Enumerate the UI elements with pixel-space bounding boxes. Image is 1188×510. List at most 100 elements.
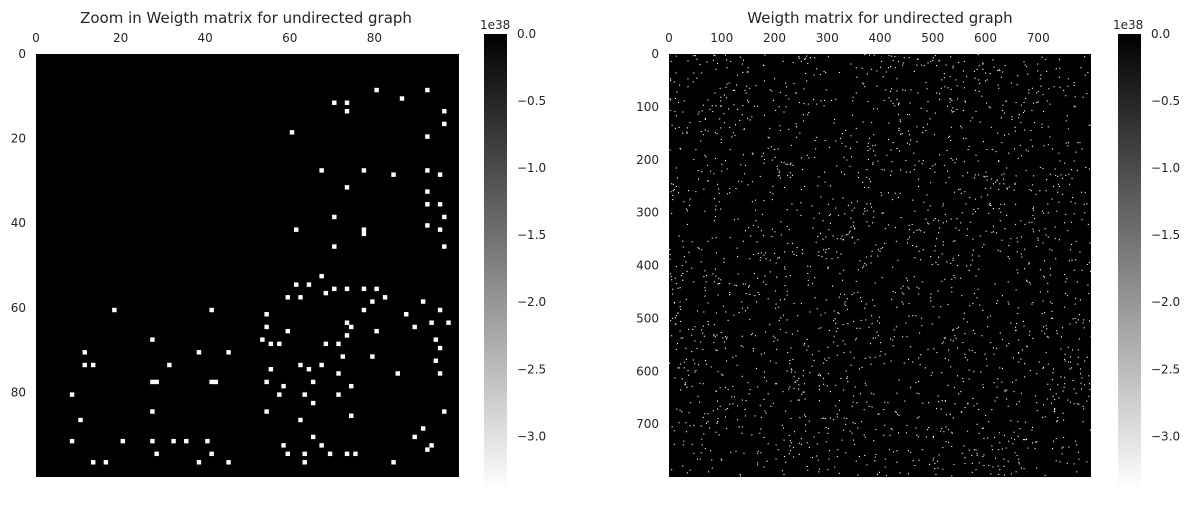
full-heatmap-cell [789,386,791,388]
full-heatmap-cell [974,174,977,176]
full-heatmap-cell [961,452,963,454]
full-heatmap-cell [823,417,825,419]
full-heatmap-cell [984,353,986,355]
full-heatmap-cell [829,391,831,393]
full-heatmap-cell [893,329,895,331]
zoom-colorbar: 1e38 0.0−0.5−1.0−1.5−2.0−2.5−3.0 [480,18,546,490]
zoom-heatmap-cell [353,451,358,457]
full-heatmap-cell [763,114,766,116]
full-heatmap-cell [1085,166,1087,168]
zoom-heatmap-cell [433,337,439,342]
full-heatmap-cell [750,235,752,237]
full-heatmap-cell [775,109,777,112]
full-heatmap-cell [1039,78,1041,80]
full-heatmap-cell [977,208,979,210]
full-heatmap-cell [894,56,896,58]
full-heatmap-cell [682,272,684,275]
full-heatmap-cell [907,450,910,452]
full-heatmap-cell [736,364,738,366]
full-heatmap-cell [741,432,743,434]
full-heatmap-cell [906,336,908,338]
full-heatmap-cell [950,262,952,264]
full-heatmap-cell [725,409,727,411]
full-heatmap-cell [881,168,883,171]
full-heatmap-cell [871,392,873,394]
full-heatmap-cell [919,332,921,334]
full-heatmap-cell [900,216,902,219]
full-heatmap-cell [875,244,877,246]
full-heatmap-cell [982,386,984,388]
full-heatmap-cell [802,375,804,377]
full-heatmap-cell [942,446,944,449]
full-heatmap-cell [770,405,772,407]
full-heatmap-cell [947,384,949,386]
full-heatmap-cell [971,259,973,261]
zoom-heatmap-cell [412,324,417,330]
full-heatmap-cell [930,374,932,376]
full-heatmap-cell [792,61,794,64]
full-heatmap-cell [722,305,724,307]
full-heatmap-cell [722,374,724,376]
full-heatmap-cell [1003,465,1005,468]
full-heatmap-cell [932,436,934,439]
full-heatmap-cell [1045,234,1047,236]
full-heatmap-cell [682,444,684,446]
full-heatmap-cell [989,204,991,206]
full-heatmap-cell [1078,403,1080,405]
full-heatmap-cell [907,238,909,240]
full-heatmap-cell [834,466,836,468]
zoom-heatmap-cell [323,290,329,296]
full-heatmap-cell [950,218,952,220]
full-heatmap-cell [968,349,970,351]
full-heatmap-cell [741,301,743,303]
full-heatmap-cell [990,126,992,128]
full-heatmap-cell [782,60,784,62]
full-heatmap-cell [979,304,981,306]
full-heatmap-cell [1083,408,1085,410]
zoom-heatmap-cell [349,383,354,389]
full-heatmap-cell [878,471,881,473]
full-heatmap-cell [1029,330,1031,333]
full-heatmap-cell [907,130,910,132]
full-heatmap-cell [749,388,751,391]
full-heatmap-cell [1042,167,1044,170]
full-heatmap-cell [957,265,959,267]
zoom-heatmap-cell [150,337,155,342]
full-heatmap-cell [1042,404,1045,406]
zoom-heatmap-y-tick-label: 40 [11,216,26,230]
full-heatmap-cell [965,265,968,267]
full-heatmap-cell [880,248,882,250]
full-heatmap-cell [685,208,687,210]
full-heatmap-cell [696,58,698,60]
full-heatmap-cell [982,141,984,143]
full-heatmap-cell [1003,134,1006,136]
full-heatmap-cell [679,147,681,149]
full-heatmap-cell [702,134,704,136]
full-heatmap-cell [891,170,893,172]
full-heatmap-cell [725,59,728,61]
full-heatmap-cell [752,253,754,256]
full-heatmap-cell [1027,73,1029,75]
full-heatmap-cell [850,364,852,366]
full-heatmap-cell [798,57,800,59]
full-heatmap-cell [1077,142,1079,144]
full-heatmap-cell [1032,206,1035,208]
full-heatmap-cell [720,96,722,98]
full-heatmap-cell [749,119,751,121]
full-heatmap-cell [952,240,954,242]
full-heatmap-cell [850,226,852,228]
full-heatmap-cell [835,384,837,386]
full-heatmap-cell [705,422,708,424]
full-heatmap-cell [824,139,826,142]
full-heatmap-cell [964,406,966,408]
full-heatmap-cell [689,425,691,427]
full-heatmap-cell [876,320,878,322]
full-heatmap-cell [818,212,820,214]
full-heatmap-cell [673,189,675,191]
full-heatmap-cell [1058,152,1060,154]
full-heatmap-cell [854,242,856,244]
full-heatmap-cell [731,396,733,398]
full-heatmap-cell [1030,129,1032,132]
full-heatmap-cell [771,228,773,230]
